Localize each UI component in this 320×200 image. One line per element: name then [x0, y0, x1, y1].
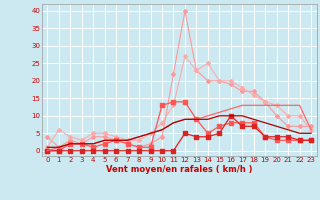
X-axis label: Vent moyen/en rafales ( km/h ): Vent moyen/en rafales ( km/h ): [106, 165, 252, 174]
